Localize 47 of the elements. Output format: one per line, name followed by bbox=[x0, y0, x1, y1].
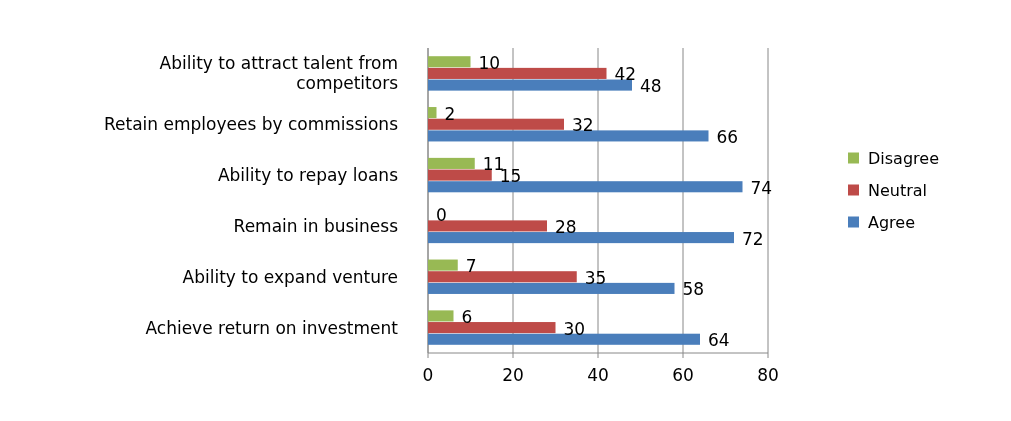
bar bbox=[428, 157, 475, 169]
bar bbox=[428, 322, 556, 334]
data-label: 6 bbox=[461, 306, 473, 327]
bar bbox=[428, 107, 437, 119]
bar bbox=[428, 271, 577, 283]
bar bbox=[428, 259, 458, 271]
legend-label: Neutral bbox=[868, 180, 928, 200]
x-tick-label: 60 bbox=[672, 365, 694, 385]
data-label: 66 bbox=[716, 126, 739, 147]
x-tick-label: 20 bbox=[502, 365, 524, 385]
legend-label: Agree bbox=[868, 212, 916, 232]
data-label: 0 bbox=[436, 205, 447, 226]
bar bbox=[428, 232, 734, 244]
y-tick-label: Remain in business bbox=[233, 215, 399, 236]
data-label: 10 bbox=[478, 52, 501, 73]
data-label: 72 bbox=[742, 228, 764, 249]
bar bbox=[428, 181, 743, 193]
data-label: 28 bbox=[555, 216, 577, 237]
data-label: 32 bbox=[572, 115, 594, 136]
y-tick-label: Retain employees by commissions bbox=[104, 114, 399, 135]
x-tick-label: 40 bbox=[587, 365, 609, 385]
bar bbox=[428, 118, 564, 130]
data-label: 48 bbox=[640, 76, 662, 97]
data-label: 7 bbox=[465, 256, 477, 277]
bar bbox=[428, 56, 471, 68]
y-tick-label: Ability to expand venture bbox=[182, 266, 398, 287]
bar bbox=[428, 130, 709, 142]
data-label: 58 bbox=[682, 279, 705, 300]
bar bbox=[428, 333, 700, 345]
data-label: 35 bbox=[584, 267, 607, 288]
x-tick-label: 80 bbox=[757, 365, 779, 385]
data-label: 74 bbox=[750, 177, 773, 198]
bar bbox=[428, 67, 607, 79]
data-label: 30 bbox=[563, 318, 586, 339]
x-tick-label: 0 bbox=[422, 365, 434, 385]
y-tick-label: Ability to repay loans bbox=[217, 165, 399, 186]
data-label: 42 bbox=[614, 64, 637, 85]
bar bbox=[428, 310, 454, 322]
bar bbox=[428, 282, 675, 294]
y-tick-label: Achieve return on investment bbox=[145, 317, 399, 338]
data-label: 2 bbox=[444, 103, 456, 124]
legend-label: Disagree bbox=[868, 148, 939, 168]
bar bbox=[428, 220, 547, 232]
data-label: 64 bbox=[708, 330, 730, 351]
bar bbox=[428, 169, 492, 181]
bar bbox=[428, 79, 632, 91]
y-tick-label: Ability to attract talent from competitors bbox=[159, 53, 399, 94]
